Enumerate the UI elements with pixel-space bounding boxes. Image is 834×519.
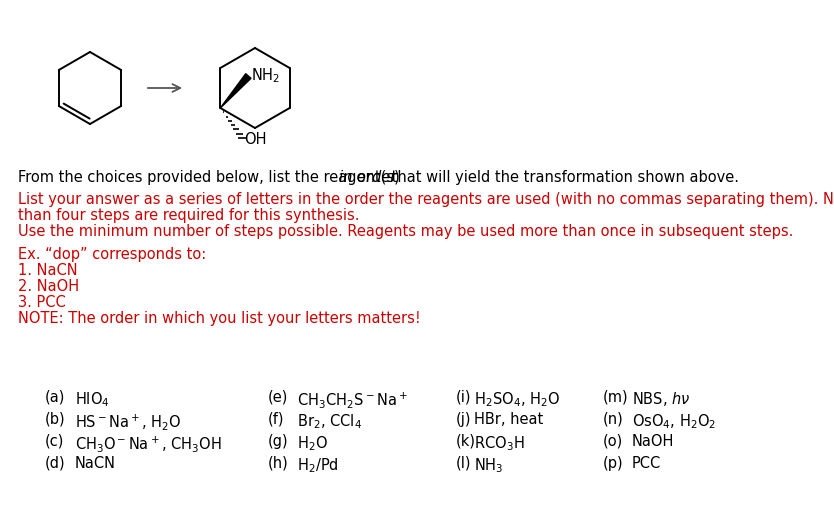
Text: (d): (d)	[45, 456, 66, 471]
Text: (a): (a)	[45, 390, 65, 405]
Text: H$_2$/Pd: H$_2$/Pd	[297, 456, 339, 475]
Text: Use the minimum number of steps possible. Reagents may be used more than once in: Use the minimum number of steps possible…	[18, 224, 793, 239]
Text: CH$_3$CH$_2$S$^-$Na$^+$: CH$_3$CH$_2$S$^-$Na$^+$	[297, 390, 408, 410]
Text: (l): (l)	[456, 456, 471, 471]
Text: (b): (b)	[45, 412, 66, 427]
Text: (m): (m)	[603, 390, 629, 405]
Text: OsO$_4$, H$_2$O$_2$: OsO$_4$, H$_2$O$_2$	[632, 412, 716, 431]
Text: PCC: PCC	[632, 456, 661, 471]
Text: NH$_2$: NH$_2$	[251, 66, 280, 85]
Polygon shape	[220, 74, 251, 108]
Text: Br$_2$, CCl$_4$: Br$_2$, CCl$_4$	[297, 412, 362, 431]
Text: H$_2$O: H$_2$O	[297, 434, 328, 453]
Text: (h): (h)	[268, 456, 289, 471]
Text: From the choices provided below, list the reagent(s): From the choices provided below, list th…	[18, 170, 404, 185]
Text: NH$_3$: NH$_3$	[474, 456, 503, 475]
Text: HS$^-$Na$^+$, H$_2$O: HS$^-$Na$^+$, H$_2$O	[75, 412, 182, 432]
Text: H$_2$SO$_4$, H$_2$O: H$_2$SO$_4$, H$_2$O	[474, 390, 560, 408]
Text: (j): (j)	[456, 412, 471, 427]
Text: 3. PCC: 3. PCC	[18, 295, 66, 310]
Text: 2. NaOH: 2. NaOH	[18, 279, 79, 294]
Text: (n): (n)	[603, 412, 624, 427]
Text: (p): (p)	[603, 456, 624, 471]
Text: (g): (g)	[268, 434, 289, 449]
Text: (f): (f)	[268, 412, 284, 427]
Text: 1. NaCN: 1. NaCN	[18, 263, 78, 278]
Text: (i): (i)	[456, 390, 471, 405]
Text: in order: in order	[339, 170, 396, 185]
Text: than four steps are required for this synthesis.: than four steps are required for this sy…	[18, 208, 359, 223]
Text: (e): (e)	[268, 390, 289, 405]
Text: CH$_3$O$^-$Na$^+$, CH$_3$OH: CH$_3$O$^-$Na$^+$, CH$_3$OH	[75, 434, 222, 454]
Text: List your answer as a series of letters in the order the reagents are used (with: List your answer as a series of letters …	[18, 192, 834, 207]
Text: NaOH: NaOH	[632, 434, 675, 449]
Text: (o): (o)	[603, 434, 623, 449]
Text: NaCN: NaCN	[75, 456, 116, 471]
Text: Ex. “dop” corresponds to:: Ex. “dop” corresponds to:	[18, 247, 206, 262]
Text: OH: OH	[244, 132, 267, 147]
Text: RCO$_3$H: RCO$_3$H	[474, 434, 525, 453]
Text: NBS, $h\nu$: NBS, $h\nu$	[632, 390, 691, 408]
Text: HIO$_4$: HIO$_4$	[75, 390, 110, 408]
Text: (k): (k)	[456, 434, 476, 449]
Text: that will yield the transformation shown above.: that will yield the transformation shown…	[387, 170, 739, 185]
Text: (c): (c)	[45, 434, 64, 449]
Text: NOTE: The order in which you list your letters matters!: NOTE: The order in which you list your l…	[18, 311, 420, 326]
Text: HBr, heat: HBr, heat	[474, 412, 543, 427]
